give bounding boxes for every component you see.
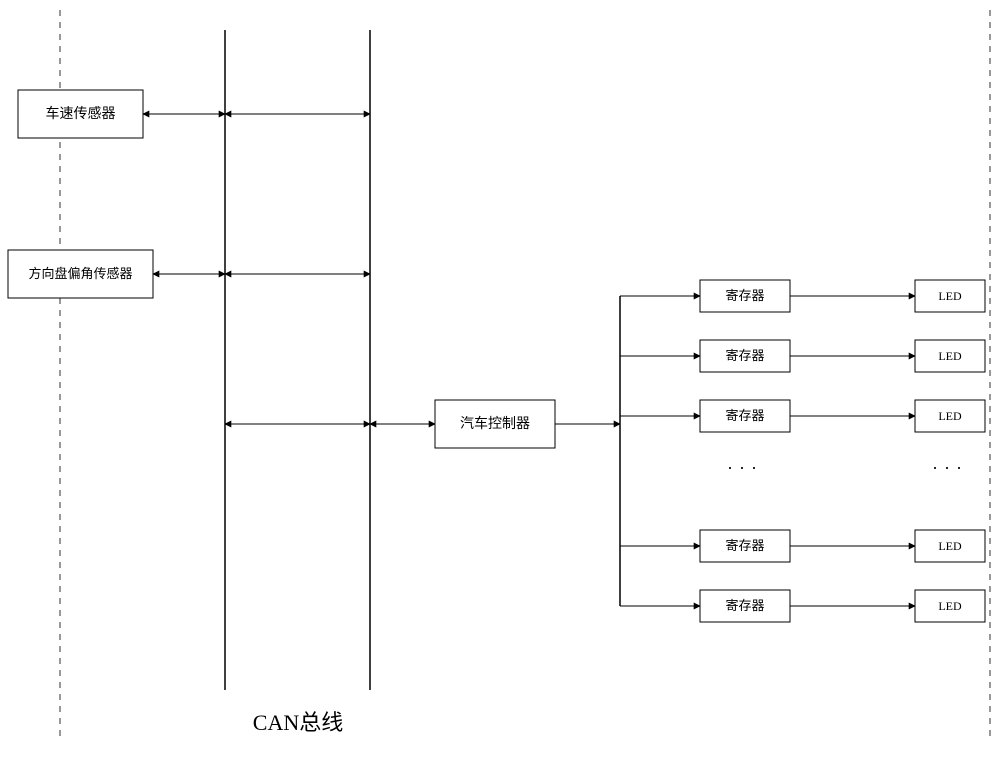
register-box-3-label: 寄存器 <box>725 538 764 553</box>
can-bus-label: CAN总线 <box>253 710 343 735</box>
register-box-2-label: 寄存器 <box>725 408 764 423</box>
angle-sensor-box-label: 方向盘偏角传感器 <box>28 266 132 281</box>
led-box-4-label: LED <box>938 599 962 613</box>
register-box-0-label: 寄存器 <box>725 288 764 303</box>
register-ellipsis: ··· <box>727 458 763 478</box>
controller-box-label: 汽车控制器 <box>460 415 530 432</box>
led-ellipsis: ··· <box>932 458 968 478</box>
register-box-4-label: 寄存器 <box>725 598 764 613</box>
diagram-canvas: CAN总线车速传感器方向盘偏角传感器汽车控制器寄存器LED寄存器LED寄存器LE… <box>0 0 1000 776</box>
speed-sensor-box-label: 车速传感器 <box>46 105 116 122</box>
led-box-3-label: LED <box>938 539 962 553</box>
register-box-1-label: 寄存器 <box>725 348 764 363</box>
led-box-0-label: LED <box>938 289 962 303</box>
led-box-1-label: LED <box>938 349 962 363</box>
led-box-2-label: LED <box>938 409 962 423</box>
